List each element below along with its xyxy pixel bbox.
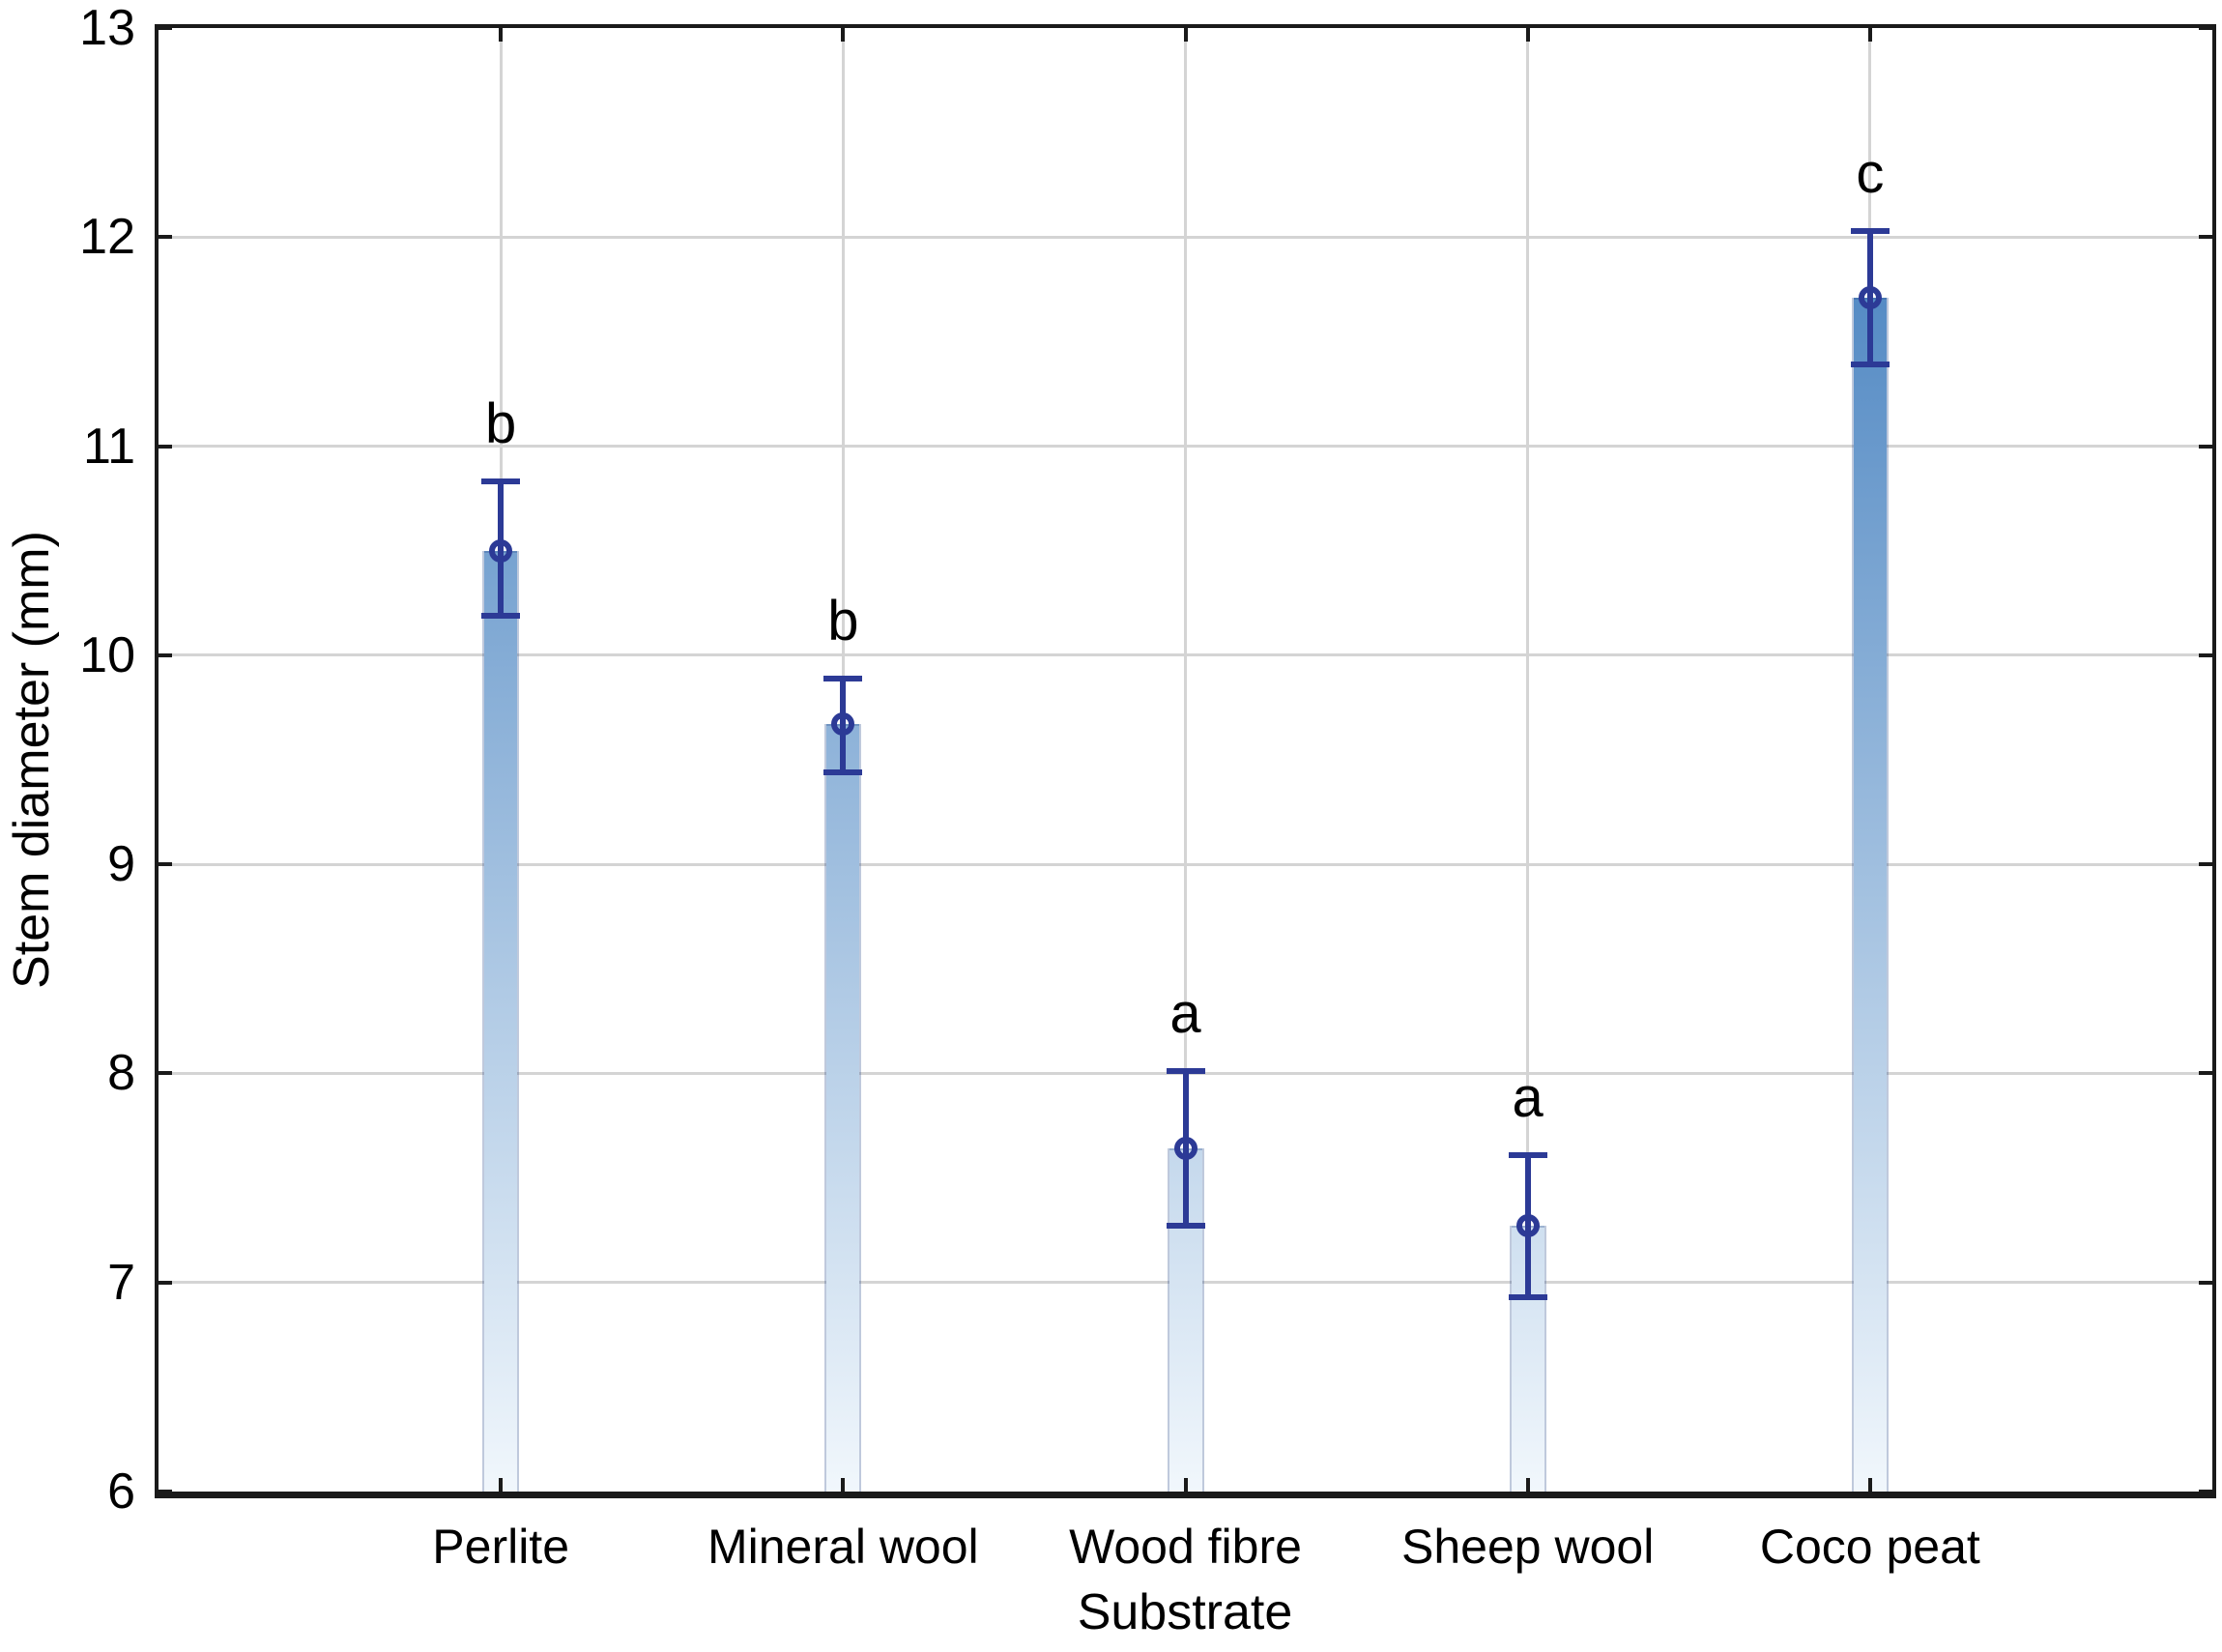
y-tick-label-9: 9	[107, 836, 135, 893]
mean-marker-perlite	[489, 538, 513, 563]
y-axis-title: Stem diameter (mm)	[4, 531, 60, 989]
mean-marker-coco-peat	[1858, 286, 1882, 309]
y-tick-right-12	[2199, 235, 2212, 240]
mean-marker-sheep-wool	[1515, 1214, 1540, 1238]
y-tick-label-12: 12	[79, 209, 135, 266]
error-cap-upper-coco-peat	[1850, 227, 1890, 234]
y-tick-label-7: 7	[107, 1254, 135, 1311]
error-cap-lower-sheep-wool	[1508, 1293, 1547, 1300]
y-tick-label-13: 13	[79, 0, 135, 56]
x-tick-bottom-coco-peat	[1867, 1478, 1872, 1492]
x-tick-top-coco-peat	[1867, 28, 1872, 42]
x-tick-bottom-sheep-wool	[1525, 1478, 1530, 1492]
error-cap-upper-perlite	[481, 478, 521, 485]
y-tick-left-12	[159, 235, 172, 240]
y-tick-right-9	[2199, 862, 2212, 867]
error-cap-upper-sheep-wool	[1508, 1151, 1547, 1158]
error-cap-upper-mineral-wool	[823, 675, 863, 681]
significance-letter-coco-peat: c	[1856, 141, 1885, 205]
bar-mineral-wool	[824, 724, 862, 1492]
x-tick-bottom-wood-fibre	[1183, 1478, 1188, 1492]
significance-letter-sheep-wool: a	[1512, 1065, 1544, 1129]
error-cap-upper-wood-fibre	[1166, 1068, 1205, 1075]
error-cap-lower-coco-peat	[1850, 362, 1890, 368]
y-tick-left-8	[159, 1071, 172, 1076]
y-tick-right-10	[2199, 652, 2212, 657]
mean-marker-mineral-wool	[831, 712, 855, 737]
x-tick-label-perlite: Perlite	[432, 1520, 570, 1574]
y-tick-left-10	[159, 652, 172, 657]
bar-coco-peat	[1851, 298, 1889, 1492]
bar-perlite	[482, 550, 520, 1492]
y-tick-left-9	[159, 862, 172, 867]
plot-area: b b a a c	[155, 24, 2216, 1498]
v-gridline-sheep-wool	[1526, 28, 1530, 1492]
x-axis-title: Substrate	[1077, 1584, 1293, 1640]
x-tick-bottom-perlite	[499, 1478, 504, 1492]
x-tick-top-perlite	[499, 28, 504, 42]
v-gridline-wood-fibre	[1184, 28, 1187, 1492]
x-tick-label-wood-fibre: Wood fibre	[1069, 1520, 1302, 1574]
y-tick-left-13	[159, 26, 172, 30]
y-tick-right-6	[2199, 1490, 2212, 1493]
y-tick-label-8: 8	[107, 1045, 135, 1102]
y-tick-left-6	[159, 1490, 172, 1493]
x-tick-top-mineral-wool	[841, 28, 846, 42]
y-tick-left-7	[159, 1280, 172, 1285]
y-tick-right-7	[2199, 1280, 2212, 1285]
y-tick-label-10: 10	[79, 626, 135, 683]
y-tick-right-8	[2199, 1071, 2212, 1076]
significance-letter-perlite: b	[485, 392, 517, 456]
error-cap-lower-perlite	[481, 612, 521, 619]
significance-letter-mineral-wool: b	[827, 589, 859, 652]
x-tick-label-sheep-wool: Sheep wool	[1401, 1520, 1655, 1574]
y-tick-right-11	[2199, 444, 2212, 449]
x-tick-top-wood-fibre	[1183, 28, 1188, 42]
y-tick-label-11: 11	[83, 418, 135, 475]
x-tick-label-mineral-wool: Mineral wool	[707, 1520, 979, 1574]
y-tick-right-13	[2199, 26, 2212, 30]
mean-marker-wood-fibre	[1173, 1137, 1198, 1161]
x-tick-label-coco-peat: Coco peat	[1759, 1520, 1980, 1574]
x-tick-bottom-mineral-wool	[841, 1478, 846, 1492]
error-cap-lower-wood-fibre	[1166, 1223, 1205, 1230]
x-tick-top-sheep-wool	[1525, 28, 1530, 42]
error-cap-lower-mineral-wool	[823, 768, 863, 775]
y-tick-left-11	[159, 444, 172, 449]
y-tick-label-6: 6	[107, 1464, 135, 1520]
significance-letter-wood-fibre: a	[1169, 982, 1201, 1046]
